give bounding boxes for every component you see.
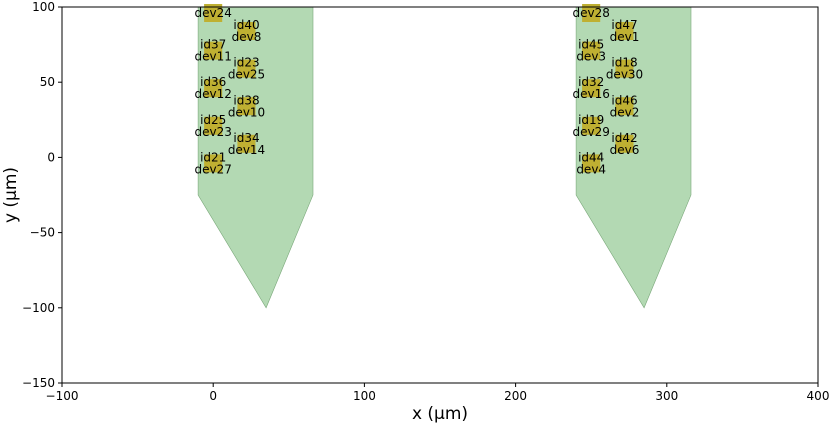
electrode-site — [615, 97, 634, 116]
electrode-site — [204, 154, 223, 173]
plot-frame — [61, 6, 819, 384]
site-label: dev24 — [195, 6, 232, 20]
site-label: dev6 — [610, 143, 640, 157]
site-label: id46 — [611, 93, 637, 107]
electrode-site — [582, 154, 601, 173]
electrode-site — [615, 134, 634, 153]
site-label: id37 — [200, 38, 226, 52]
site-label: dev10 — [228, 105, 265, 119]
electrode-site — [582, 79, 601, 98]
site-label: id42 — [611, 131, 637, 145]
site-label: id45 — [578, 38, 604, 52]
site-layer — [204, 4, 634, 173]
site-label: dev14 — [228, 143, 265, 157]
electrode-site — [615, 22, 634, 40]
site-label: dev27 — [195, 162, 232, 176]
x-tick-label: 200 — [504, 389, 527, 403]
shank-layer — [197, 6, 692, 309]
site-label: dev1 — [610, 30, 640, 44]
electrode-site — [582, 4, 601, 22]
electrode-site — [237, 22, 256, 40]
x-tick-label: −100 — [46, 389, 79, 403]
y-tick-label: −150 — [22, 376, 55, 390]
y-axis-ticks: −150 −100 −50 0 50 100 — [22, 0, 62, 390]
site-label: id32 — [578, 75, 604, 89]
site-label: id34 — [233, 131, 259, 145]
site-label: id18 — [611, 56, 637, 70]
site-label: dev4 — [576, 162, 606, 176]
x-tick-label: 400 — [807, 389, 829, 403]
site-label: id40 — [233, 18, 259, 32]
y-tick-label: 0 — [47, 150, 55, 164]
site-label: dev16 — [573, 87, 610, 101]
site-label: id38 — [233, 93, 259, 107]
site-label: dev29 — [573, 125, 610, 139]
x-tick-label: 300 — [655, 389, 678, 403]
electrode-site — [204, 79, 223, 98]
site-label: id23 — [233, 56, 259, 70]
y-tick-label: −50 — [30, 226, 55, 240]
site-label: id25 — [200, 113, 226, 127]
site-label: id36 — [200, 75, 226, 89]
site-label: dev2 — [610, 105, 640, 119]
site-label: dev25 — [228, 68, 265, 82]
electrode-site — [615, 59, 634, 78]
x-tick-label: 100 — [353, 389, 376, 403]
electrode-site — [237, 134, 256, 153]
y-tick-label: 50 — [40, 75, 55, 89]
site-label-layer: dev24id37dev11id36dev12id25dev23id21dev2… — [195, 6, 644, 176]
electrode-site — [204, 116, 223, 135]
site-label: id44 — [578, 150, 604, 164]
site-label: dev12 — [195, 87, 232, 101]
site-label: dev3 — [576, 50, 606, 64]
electrode-site — [237, 97, 256, 116]
y-tick-label: −100 — [22, 301, 55, 315]
x-axis-ticks: −100 0 100 200 300 400 — [46, 383, 829, 403]
site-label: id19 — [578, 113, 604, 127]
electrode-site — [237, 59, 256, 78]
site-label: dev28 — [573, 6, 610, 20]
electrode-site — [204, 41, 223, 60]
site-label: dev30 — [606, 68, 643, 82]
x-axis-label: x (μm) — [412, 404, 468, 424]
y-axis-label: y (μm) — [1, 167, 21, 223]
site-label: dev23 — [195, 125, 232, 139]
site-label: dev8 — [232, 30, 262, 44]
electrode-site — [204, 4, 223, 22]
y-tick-label: 100 — [32, 0, 55, 14]
electrode-site — [582, 41, 601, 60]
x-tick-label: 0 — [209, 389, 217, 403]
electrode-site — [582, 116, 601, 135]
site-label: id47 — [611, 18, 637, 32]
site-label: dev11 — [195, 50, 232, 64]
site-label: id21 — [200, 150, 226, 164]
